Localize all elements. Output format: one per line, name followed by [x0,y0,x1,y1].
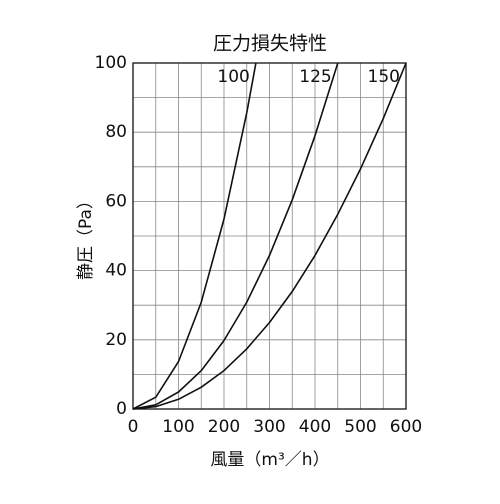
y-tick-label: 0 [116,399,127,419]
x-tick-label: 0 [128,417,139,437]
curve [132,62,257,410]
x-axis-label: 風量（m³／h） [210,450,329,470]
curve [132,62,407,410]
y-tick-label: 80 [105,122,127,142]
y-axis-label: 静圧（Pa） [76,192,96,280]
x-tick-label: 100 [162,417,194,437]
x-tick-label: 600 [390,417,422,437]
curve-label: 150 [368,67,400,87]
y-tick-label: 20 [105,330,127,350]
curve-label: 100 [217,67,249,87]
x-tick-label: 300 [253,417,285,437]
curve-label: 125 [299,67,331,87]
chart-title: 圧力損失特性 [213,33,327,55]
x-tick-label: 200 [208,417,240,437]
plot-frame [132,62,407,410]
y-tick-label: 60 [105,191,127,211]
x-tick-label: 500 [344,417,376,437]
x-tick-label: 400 [299,417,331,437]
y-tick-label: 100 [95,53,127,73]
curve [132,62,339,410]
y-tick-label: 40 [105,261,127,281]
